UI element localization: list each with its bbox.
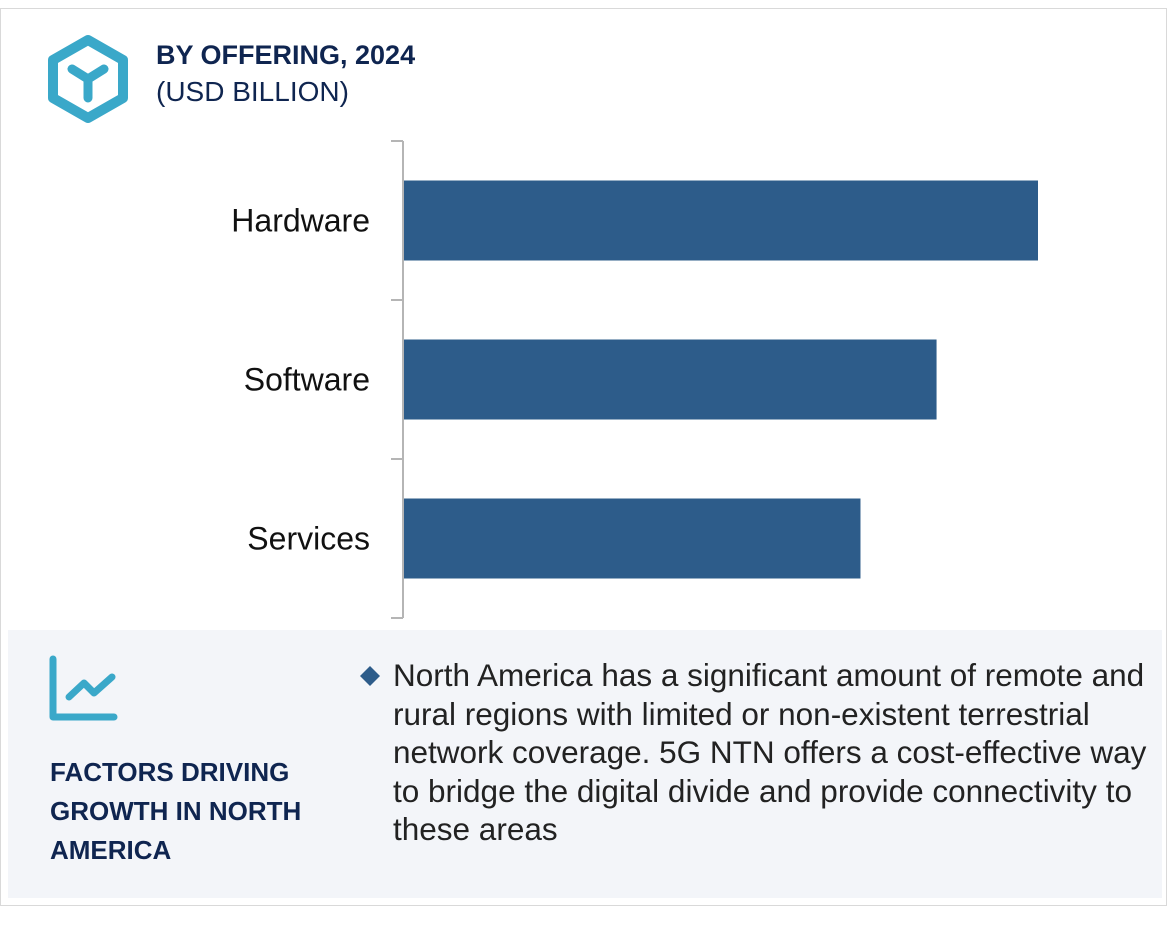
factor-text: North America has a significant amount o… [393,657,1147,847]
chart-subtitle: (USD BILLION) [156,76,349,107]
bar-services [404,498,861,579]
chart-title: BY OFFERING, 2024 [156,40,416,70]
card-frame [0,8,1167,906]
category-label: Hardware [231,203,370,239]
diamond-icon [360,666,380,686]
line-chart-icon [49,655,118,721]
factors-heading: FACTORS DRIVING GROWTH IN NORTH AMERICA [50,757,302,865]
bar-hardware [404,180,1038,261]
bar-chart: Hardware Software Services [231,140,1038,619]
bar-software [404,339,937,420]
category-label: Software [244,362,370,398]
factors-panel [8,630,1162,898]
category-label: Services [247,521,370,557]
cube-icon [48,35,128,123]
